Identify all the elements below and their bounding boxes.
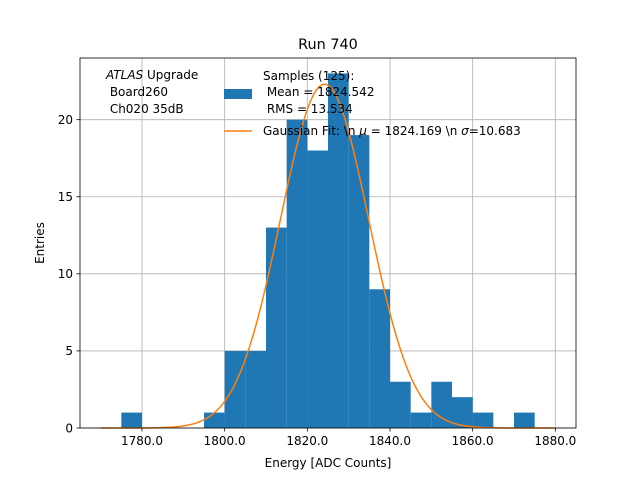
fit-curve-path [100,83,556,429]
y-tick-label: 0 [65,421,73,435]
histogram-bar [472,412,494,428]
histogram-bar [204,412,225,428]
histogram-bar [266,227,287,428]
legend-fit-mid: = 1824.169 \n [367,124,461,138]
x-tick-label: 1780.0 [121,434,163,448]
x-tick-label: 1800.0 [204,434,246,448]
y-tick-label: 5 [65,344,73,358]
legend-fit-sigma-symbol: σ [461,124,469,138]
histogram-bar [348,135,370,429]
chart-title: Run 740 [298,37,358,53]
legend-bars-line-3: RMS = 13.534 [263,102,353,116]
plot-frame [79,57,577,429]
x-axis-label: Energy [ADC Counts] [265,456,392,470]
histogram-bar [390,381,411,428]
legend-fit-prefix: Gaussian Fit: \n [263,124,359,138]
legend-fit-suffix: =10.683 [469,124,521,138]
histogram-bar [514,412,535,428]
x-tick-label: 1820.0 [286,434,328,448]
histogram-bar [121,412,142,428]
annotation-line-1: ATLAS Upgrade [105,68,198,82]
legend-fit-label: Gaussian Fit: \n μ = 1824.169 \n σ=10.68… [263,124,521,138]
gaussian-fit-curve [100,83,556,429]
histogram-bar [431,381,452,428]
annotation-line-3: Ch020 35dB [106,102,184,116]
legend: Samples (125): Mean = 1824.542 RMS = 13.… [224,69,521,138]
histogram-bar [410,412,432,428]
legend-bars-line-1: Samples (125): [263,69,354,83]
legend-bars-line-2: Mean = 1824.542 [263,85,374,99]
histogram-bar [224,350,246,428]
axis-ticks: 1780.0 1800.0 1820.0 1840.0 1860.0 1880.0 0 5 10… [58,113,577,448]
annotation-atlas: ATLAS [105,68,144,82]
y-tick-label: 15 [58,190,73,204]
histogram-bar [245,350,266,428]
atlas-annotation: ATLAS Upgrade Board260 Ch020 35dB [105,68,198,116]
y-tick-label: 10 [58,267,73,281]
y-axis-label: Entries [33,222,47,264]
histogram-bars [121,73,535,429]
histogram-bar [328,73,349,429]
histogram-bar [307,150,328,428]
annotation-upgrade: Upgrade [143,68,198,82]
legend-fit-mu-symbol: μ [358,124,367,138]
histogram-bar [452,397,473,428]
histogram-bar [369,289,390,428]
x-tick-label: 1840.0 [369,434,411,448]
annotation-line-2: Board260 [106,85,168,99]
x-tick-label: 1860.0 [452,434,494,448]
y-tick-label: 20 [58,113,73,127]
legend-bars-swatch [224,89,252,99]
histogram-bar [286,119,308,429]
x-tick-label: 1880.0 [534,434,576,448]
